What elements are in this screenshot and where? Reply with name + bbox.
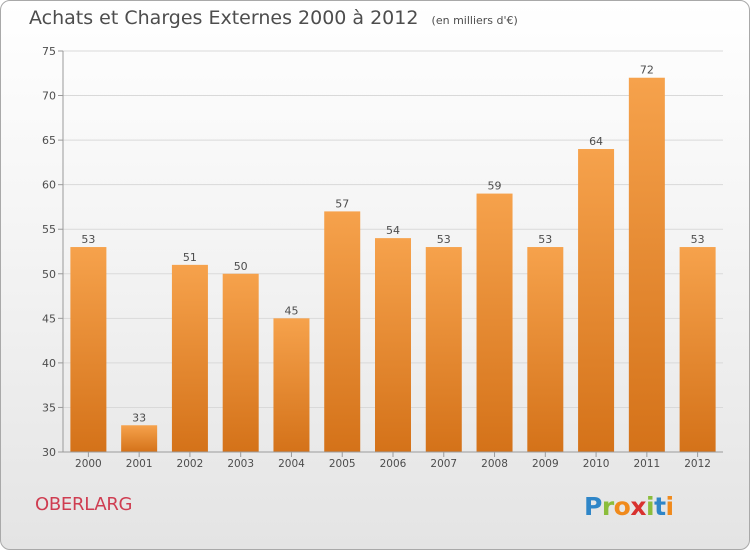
bar [222, 273, 259, 452]
svg-text:Proxiti: Proxiti [584, 492, 674, 521]
bar-value-label: 57 [335, 197, 349, 210]
bar-value-label: 45 [284, 304, 298, 317]
axes [62, 51, 723, 453]
bar-value-label: 53 [437, 233, 451, 246]
bar [679, 247, 716, 452]
x-tick-label: 2006 [380, 458, 407, 470]
x-tick-label: 2001 [126, 458, 153, 470]
proxiti-logo[interactable]: Proxiti [583, 488, 693, 524]
x-tick-label: 2009 [532, 458, 559, 470]
x-tick-label: 2011 [633, 458, 660, 470]
bar-value-label: 53 [81, 233, 95, 246]
bar-value-label: 53 [691, 233, 705, 246]
bar [324, 211, 361, 452]
bar-value-label: 72 [640, 64, 654, 77]
x-tick-label: 2010 [583, 458, 610, 470]
bar-value-label: 59 [488, 180, 502, 193]
bar [527, 247, 564, 452]
bar-value-label: 51 [183, 251, 197, 264]
bar-value-label: 53 [538, 233, 552, 246]
x-tick-label: 2002 [177, 458, 204, 470]
bar [171, 264, 208, 452]
value-labels: 53 33 51 50 45 57 54 53 59 53 64 72 53 [81, 64, 704, 425]
town-name: OBERLARG [35, 494, 133, 515]
chart-unit: (en milliers d'€) [431, 14, 518, 27]
bar [476, 193, 513, 453]
x-axis-ticks: 2000 2001 2002 2003 2004 2005 2006 2007 2008 2009… [75, 452, 711, 470]
bar-value-label: 33 [132, 411, 146, 424]
y-tick-label: 65 [42, 134, 56, 147]
chart-title-block: Achats et Charges Externes 2000 à 2012 (… [29, 7, 518, 29]
y-tick-label: 30 [42, 446, 56, 459]
bar-value-label: 50 [234, 260, 248, 273]
y-axis-ticks: 30 35 40 45 50 55 60 65 70 75 [42, 45, 63, 459]
bar [121, 425, 158, 452]
bar-value-label: 64 [589, 135, 603, 148]
bar [375, 238, 411, 452]
y-tick-label: 60 [42, 179, 56, 192]
y-tick-label: 70 [42, 90, 56, 103]
bar [273, 318, 310, 452]
y-tick-label: 45 [42, 312, 56, 325]
x-tick-label: 2000 [75, 458, 102, 470]
y-tick-label: 35 [42, 401, 56, 414]
y-tick-label: 40 [42, 357, 56, 370]
bar [425, 247, 462, 452]
x-tick-label: 2012 [684, 458, 711, 470]
x-tick-label: 2005 [329, 458, 356, 470]
x-tick-label: 2008 [481, 458, 508, 470]
y-tick-label: 75 [42, 45, 56, 58]
x-tick-label: 2003 [227, 458, 254, 470]
bar [578, 149, 615, 452]
bars-group [70, 77, 716, 453]
x-tick-label: 2007 [430, 458, 457, 470]
bar-value-label: 54 [386, 224, 400, 237]
bar [628, 77, 665, 452]
y-tick-label: 50 [42, 268, 56, 281]
bar [70, 247, 107, 452]
y-tick-label: 55 [42, 223, 56, 236]
x-tick-label: 2004 [278, 458, 305, 470]
chart-title: Achats et Charges Externes 2000 à 2012 [29, 7, 419, 29]
